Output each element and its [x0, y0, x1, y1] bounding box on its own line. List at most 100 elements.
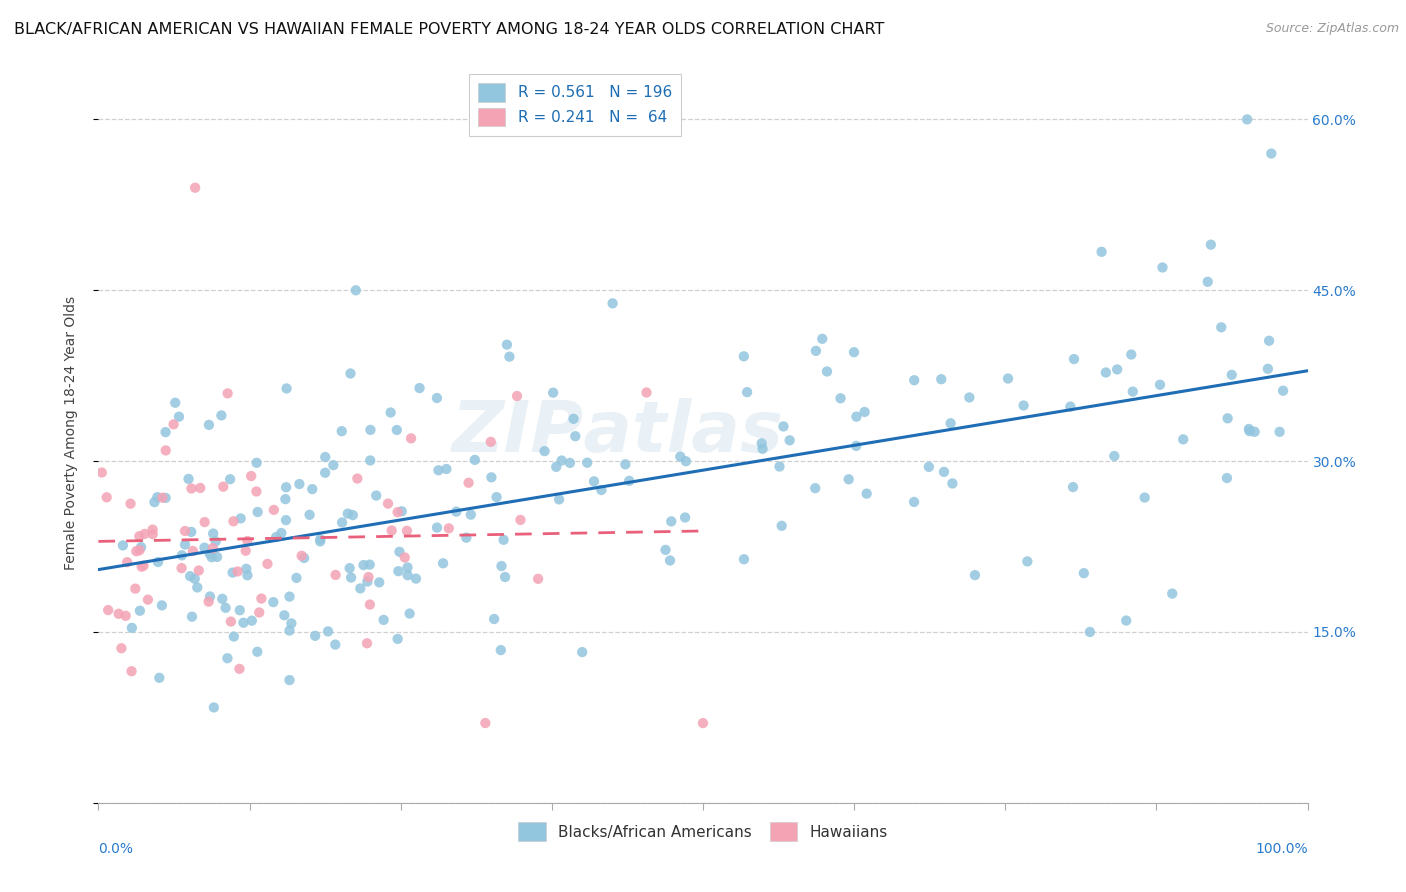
Point	[339, 367, 361, 381]
Point	[541, 385, 564, 400]
Point	[673, 510, 696, 524]
Point	[228, 662, 250, 676]
Point	[735, 385, 758, 400]
Point	[391, 504, 413, 518]
Point	[368, 575, 391, 590]
Point	[1149, 377, 1171, 392]
Point	[1104, 449, 1126, 463]
Point	[394, 550, 416, 565]
Point	[546, 459, 568, 474]
Point	[115, 555, 138, 569]
Point	[236, 568, 259, 582]
Point	[211, 591, 233, 606]
Point	[387, 632, 409, 646]
Point	[222, 630, 245, 644]
Point	[830, 392, 852, 406]
Text: 0.0%: 0.0%	[98, 842, 134, 855]
Point	[121, 664, 143, 678]
Point	[1133, 491, 1156, 505]
Point	[212, 480, 235, 494]
Point	[918, 459, 941, 474]
Point	[356, 636, 378, 650]
Point	[263, 503, 285, 517]
Point	[97, 603, 120, 617]
Point	[340, 571, 363, 585]
Point	[201, 550, 224, 565]
Y-axis label: Female Poverty Among 18-24 Year Olds: Female Poverty Among 18-24 Year Olds	[63, 295, 77, 570]
Point	[558, 456, 581, 470]
Point	[654, 542, 676, 557]
Point	[396, 568, 419, 582]
Point	[398, 607, 420, 621]
Point	[114, 608, 136, 623]
Point	[1152, 260, 1174, 275]
Point	[349, 582, 371, 596]
Point	[262, 595, 284, 609]
Point	[997, 371, 1019, 385]
Point	[359, 423, 381, 437]
Point	[1063, 352, 1085, 367]
Point	[437, 521, 460, 535]
Point	[1173, 433, 1195, 447]
Point	[963, 568, 986, 582]
Point	[292, 551, 315, 566]
Point	[186, 581, 208, 595]
Point	[177, 472, 200, 486]
Point	[456, 531, 478, 545]
Point	[356, 574, 378, 589]
Point	[373, 613, 395, 627]
Point	[339, 561, 361, 575]
Point	[548, 492, 571, 507]
Point	[533, 444, 555, 458]
Legend: Blacks/African Americans, Hawaiians: Blacks/African Americans, Hawaiians	[512, 816, 894, 847]
Point	[180, 524, 202, 539]
Point	[1199, 237, 1222, 252]
Point	[222, 514, 245, 528]
Point	[323, 638, 346, 652]
Point	[1237, 422, 1260, 436]
Point	[804, 481, 827, 495]
Point	[838, 472, 860, 486]
Point	[184, 180, 207, 194]
Point	[226, 565, 249, 579]
Point	[193, 541, 215, 555]
Point	[264, 530, 287, 544]
Point	[181, 544, 204, 558]
Point	[494, 570, 516, 584]
Point	[235, 562, 257, 576]
Point	[482, 612, 505, 626]
Point	[1012, 399, 1035, 413]
Point	[291, 549, 314, 563]
Point	[120, 497, 142, 511]
Point	[498, 350, 520, 364]
Point	[214, 600, 236, 615]
Point	[188, 481, 211, 495]
Point	[474, 716, 496, 731]
Point	[256, 557, 278, 571]
Point	[1017, 554, 1039, 568]
Point	[1243, 425, 1265, 439]
Point	[142, 527, 165, 541]
Point	[204, 534, 226, 549]
Point	[399, 431, 422, 445]
Point	[1268, 425, 1291, 439]
Point	[1211, 320, 1233, 334]
Point	[564, 429, 586, 443]
Point	[274, 492, 297, 507]
Point	[779, 434, 801, 448]
Point	[527, 572, 550, 586]
Point	[110, 641, 132, 656]
Point	[1220, 368, 1243, 382]
Point	[187, 564, 209, 578]
Point	[314, 466, 336, 480]
Point	[481, 470, 503, 484]
Point	[148, 671, 170, 685]
Point	[804, 343, 827, 358]
Point	[669, 450, 692, 464]
Point	[1078, 624, 1101, 639]
Point	[235, 543, 257, 558]
Point	[408, 381, 430, 395]
Point	[768, 459, 790, 474]
Point	[845, 409, 868, 424]
Point	[614, 458, 637, 472]
